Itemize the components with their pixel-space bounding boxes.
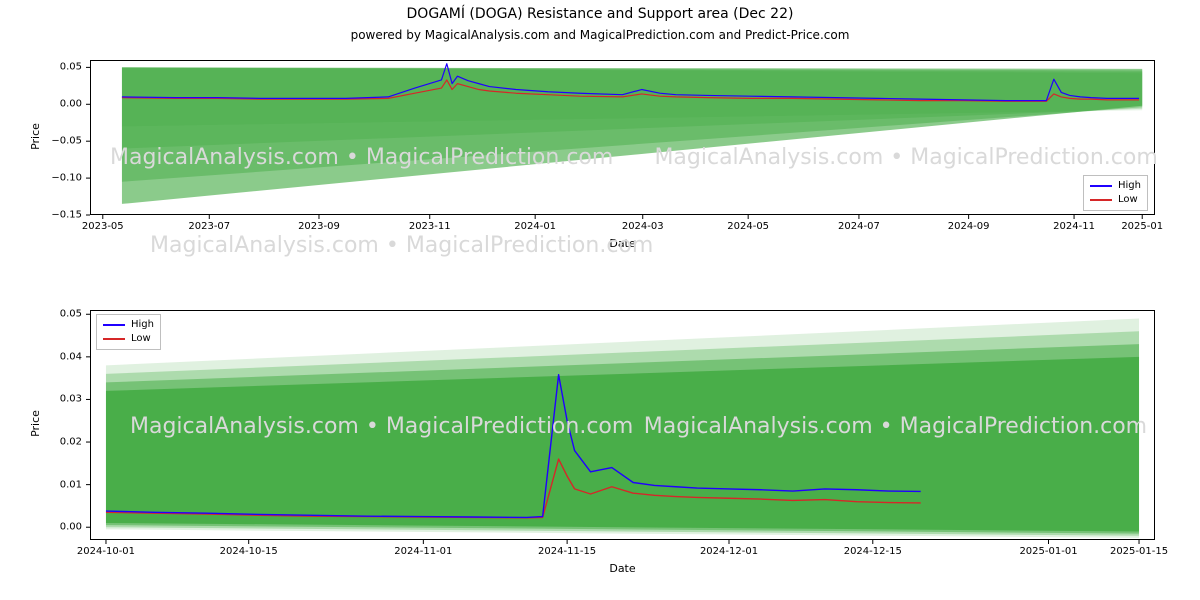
page-root: { "figure": { "width": 1200, "height": 6… [0, 0, 1200, 600]
xtick-label: 2023-09 [298, 221, 340, 232]
xtick-label: 2023-05 [82, 221, 124, 232]
bottom-chart-svg [0, 0, 1200, 600]
ytick-label: 0.04 [40, 351, 82, 362]
ytick-label: −0.10 [40, 173, 82, 184]
xtick-label: 2024-12-15 [844, 546, 902, 557]
xtick-label: 2023-07 [188, 221, 230, 232]
xtick-label: 2024-11-01 [394, 546, 452, 557]
ytick-label: 0.00 [40, 522, 82, 533]
xtick-label: 2024-10-01 [77, 546, 135, 557]
xtick-label: 2024-03 [622, 221, 664, 232]
ytick-label: 0.00 [40, 99, 82, 110]
xtick-label: 2024-10-15 [220, 546, 278, 557]
xtick-label: 2025-01-15 [1110, 546, 1168, 557]
ytick-label: 0.05 [40, 309, 82, 320]
legend-item: Low [103, 332, 154, 346]
xtick-label: 2024-11-15 [538, 546, 596, 557]
xtick-label: 2024-09 [948, 221, 990, 232]
xtick-label: 2023-11 [409, 221, 451, 232]
bottom-chart-legend: HighLow [96, 314, 161, 350]
legend-label: High [131, 318, 154, 332]
xtick-label: 2025-01-01 [1019, 546, 1077, 557]
ytick-label: 0.05 [40, 62, 82, 73]
ytick-label: −0.15 [40, 210, 82, 221]
xtick-label: 2024-07 [838, 221, 880, 232]
xtick-label: 2024-11 [1053, 221, 1095, 232]
xtick-label: 2025-01 [1121, 221, 1163, 232]
ytick-label: 0.01 [40, 479, 82, 490]
bottom-chart-ylabel: Price [29, 410, 42, 437]
xtick-label: 2024-05 [727, 221, 769, 232]
bottom-chart-xlabel: Date [90, 562, 1155, 575]
legend-swatch [103, 338, 125, 340]
xtick-label: 2024-12-01 [700, 546, 758, 557]
legend-label: Low [131, 332, 151, 346]
legend-swatch [103, 324, 125, 326]
xtick-label: 2024-01 [514, 221, 556, 232]
legend-item: High [103, 318, 154, 332]
ytick-label: 0.02 [40, 437, 82, 448]
ytick-label: −0.05 [40, 136, 82, 147]
ytick-label: 0.03 [40, 394, 82, 405]
